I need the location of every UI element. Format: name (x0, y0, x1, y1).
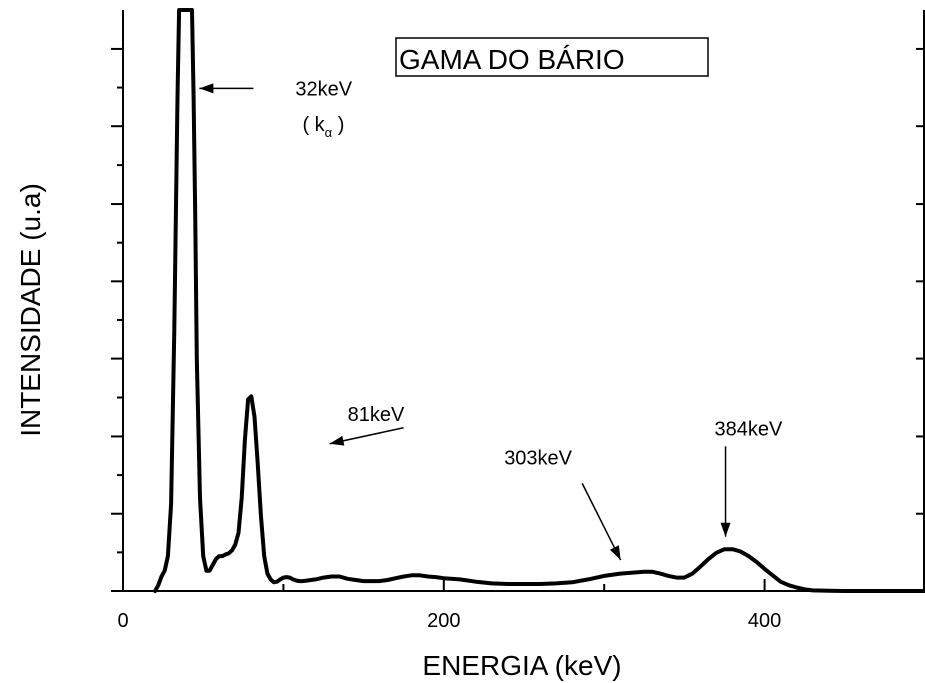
arrow-303kev (581, 483, 622, 561)
tick-labels: 0 200 400 (117, 610, 781, 632)
annotation-k-alpha-close: ) (332, 114, 344, 136)
arrow-384kev (720, 446, 731, 537)
annotation-303kev: 303keV (504, 447, 572, 469)
title-box: GAMA DO BÁRIO (395, 37, 709, 77)
arrow-32kev (199, 83, 254, 94)
annotation-alpha-subscript: α (325, 125, 333, 140)
annotation-k-alpha: ( kα ) (302, 114, 344, 140)
y-axis-title: INTENSIDADE (u.a) (15, 183, 46, 437)
annotations: 32keV ( kα ) 81keV 303keV 384keV (199, 78, 783, 561)
plot-frame (122, 10, 925, 592)
annotation-384kev: 384keV (715, 418, 783, 440)
x-tick-label: 0 (117, 610, 128, 632)
arrow-81kev (329, 427, 404, 446)
x-tick-label: 200 (427, 610, 460, 632)
annotation-81kev: 81keV (348, 404, 405, 426)
title-box-frame (395, 37, 709, 77)
annotation-32kev: 32keV (295, 78, 352, 100)
x-tick-label: 400 (748, 610, 781, 632)
series-line (153, 8, 925, 593)
chart-title: GAMA DO BÁRIO (399, 44, 625, 75)
x-axis-title: ENERGIA (keV) (422, 650, 621, 681)
